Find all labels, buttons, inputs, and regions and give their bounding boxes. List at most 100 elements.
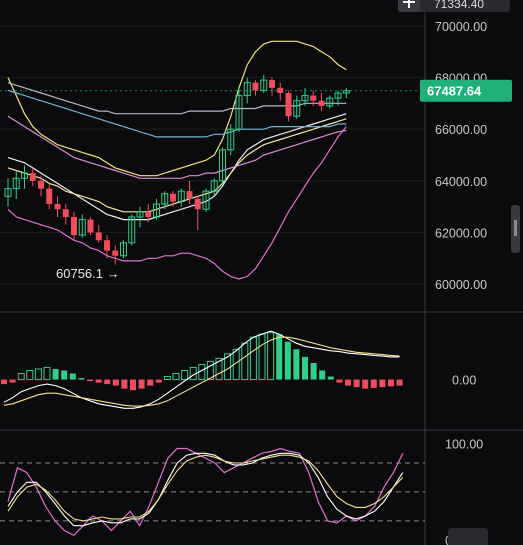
candle-body — [277, 87, 284, 93]
macd-histogram-bar — [121, 379, 128, 389]
macd-histogram-bar — [52, 368, 59, 380]
candle-down — [252, 80, 259, 96]
price-axis: 70000.0068000.0066000.0064000.0062000.00… — [435, 20, 487, 292]
macd-histogram-bar — [319, 370, 326, 380]
candle-up — [235, 87, 243, 132]
candle-body — [269, 80, 275, 88]
candle-body — [87, 219, 94, 233]
macd-histogram-bar — [112, 379, 119, 386]
candle-up — [210, 178, 218, 197]
candle-down — [310, 90, 317, 106]
top-crosshair-label: 71334.40 — [398, 0, 510, 12]
stochastic-panel: 100.000.00 — [0, 438, 483, 545]
macd-histogram-bar — [9, 379, 16, 383]
ma-yellow-line — [7, 118, 347, 213]
candle-body — [104, 240, 110, 251]
indicator-overlays — [0, 40, 425, 280]
macd-histogram-bar — [345, 379, 351, 386]
ma-pink-line — [7, 115, 347, 179]
candle-body — [342, 90, 350, 94]
macd-histogram-bar — [310, 362, 317, 380]
candle-body — [95, 232, 102, 241]
macd-histogram-bar — [138, 379, 145, 389]
macd-histogram-bar — [130, 379, 136, 391]
price-tick-label: 64000.00 — [435, 175, 487, 189]
macd-dea-line — [3, 336, 400, 407]
macd-histogram-bar — [206, 360, 214, 381]
candle-up — [21, 165, 28, 189]
current-price-tag: 67487.64 — [420, 79, 512, 102]
candle-body — [153, 203, 160, 218]
macd-histogram-bar — [181, 369, 189, 381]
candle-up — [227, 124, 235, 155]
macd-histogram-bar — [284, 341, 291, 380]
macd-histogram-bar — [353, 379, 360, 388]
candle-body — [326, 97, 334, 107]
macd-histogram-bar — [26, 369, 34, 381]
candle-body — [120, 242, 127, 257]
current-price-value: 67487.64 — [427, 84, 482, 99]
macd-histogram-bar — [78, 378, 85, 380]
candle-body — [161, 193, 169, 205]
candle-body — [145, 211, 152, 217]
macd-histogram-bar — [17, 373, 25, 381]
candle-body — [62, 209, 69, 217]
candle-up — [202, 188, 210, 212]
low-price-value: 60756.1 — [56, 266, 103, 281]
candle-body — [301, 95, 309, 102]
macd-histogram-bar — [336, 379, 343, 383]
candle-down — [95, 224, 102, 243]
candle-up — [219, 147, 226, 184]
macd-histogram-bar — [155, 379, 162, 383]
ma-blue-line — [7, 89, 347, 138]
candle-down — [38, 175, 44, 197]
macd-histogram-bar — [95, 379, 102, 383]
candle-body — [227, 128, 235, 151]
candle-down — [145, 204, 152, 223]
scroll-grip-icon — [514, 220, 517, 236]
stoch-j-line — [7, 454, 404, 522]
macd-histogram-bar — [327, 376, 334, 380]
candle-up — [342, 87, 350, 99]
candle-up — [326, 95, 334, 109]
bottom-partial-tag — [448, 528, 488, 545]
candle-down — [277, 82, 284, 101]
candle-body — [170, 193, 176, 202]
candle-body — [78, 219, 86, 236]
macd-histogram-bar — [1, 379, 7, 385]
macd-histogram-bar — [104, 379, 111, 385]
candle-body — [136, 211, 144, 218]
bb-lower-line — [7, 126, 347, 280]
candle-down — [112, 245, 119, 265]
candle-body — [219, 149, 226, 182]
candle-down — [269, 77, 275, 96]
macd-zero-label: 0.00 — [452, 374, 476, 388]
candle-body — [4, 188, 12, 197]
candle-up — [128, 214, 136, 246]
price-tick-label: 62000.00 — [435, 227, 487, 241]
candle-up — [4, 178, 12, 207]
candle-body — [310, 95, 317, 101]
candle-body — [71, 217, 77, 236]
macd-dif-line — [3, 330, 400, 409]
macd-histogram-bar — [379, 379, 386, 388]
candle-up — [153, 198, 160, 220]
ma-white-line — [7, 113, 347, 221]
candle-up — [78, 214, 86, 238]
candle-body — [194, 198, 201, 210]
candle-body — [252, 82, 259, 91]
add-indicator-icon[interactable] — [398, 0, 420, 12]
candle-down — [62, 204, 69, 225]
candle-up — [301, 87, 309, 106]
candle-up — [12, 170, 20, 199]
candle-up — [243, 77, 251, 104]
macd-panel: 0.00 — [1, 330, 476, 409]
candle-body — [293, 100, 301, 117]
price-tick-label: 60000.00 — [435, 278, 487, 292]
macd-histogram-bar — [396, 379, 403, 386]
macd-histogram-bar — [267, 332, 275, 381]
macd-histogram-bar — [34, 368, 42, 381]
candle-down — [104, 235, 110, 259]
macd-histogram-bar — [370, 379, 377, 388]
